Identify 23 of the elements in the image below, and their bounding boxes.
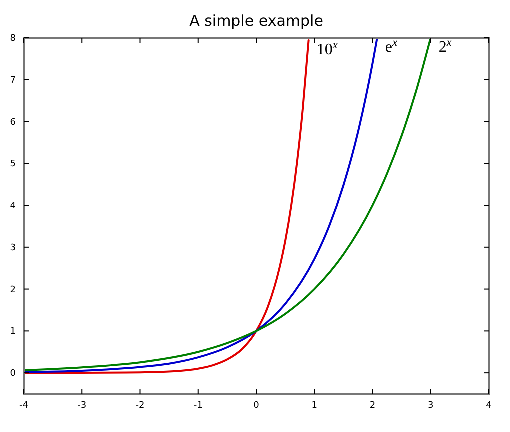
y-tick-label: 8	[10, 34, 16, 44]
y-tick-label: 3	[10, 243, 16, 254]
x-tick-label: 2	[370, 401, 376, 411]
x-tick-label: -4	[20, 401, 29, 411]
y-tick-label: 2	[10, 285, 16, 296]
x-tick-label: 3	[428, 401, 434, 411]
x-tick-label: -2	[136, 401, 145, 411]
x-tick-label: -3	[78, 401, 87, 411]
series-label: 10$^{x}$	[316, 40, 338, 59]
x-tick-label: 4	[486, 401, 492, 411]
y-tick-label: 7	[10, 76, 16, 86]
series-label: e$^{x}$	[385, 37, 398, 56]
x-tick-label: -1	[194, 401, 203, 411]
chart-title: A simple example	[190, 12, 324, 30]
y-tick-label: 5	[10, 160, 16, 170]
x-tick-label: 1	[312, 401, 318, 411]
y-tick-label: 6	[10, 118, 16, 128]
y-tick-label: 4	[10, 202, 16, 212]
y-tick-label: 1	[10, 327, 16, 338]
series-label: 2$^{x}$	[438, 37, 452, 56]
x-tick-label: 0	[254, 401, 260, 411]
line-series	[24, 40, 310, 374]
y-tick-label: 0	[10, 369, 16, 380]
